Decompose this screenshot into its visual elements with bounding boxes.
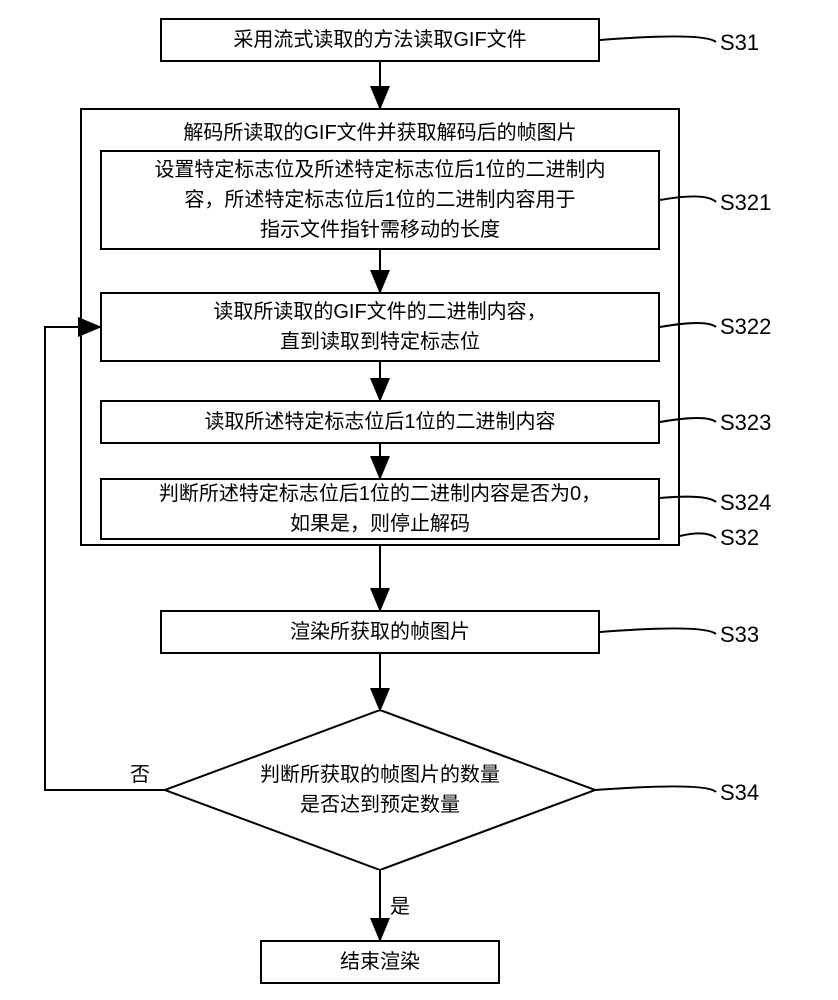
step-label-s34: S34	[720, 780, 759, 806]
label-text: S324	[720, 490, 771, 515]
step-label-s33: S33	[720, 622, 759, 648]
text-line: 读取所读取的GIF文件的二进制内容，	[213, 297, 546, 327]
text-line: 判断所获取的帧图片的数量	[260, 760, 500, 790]
step-label-s322: S322	[720, 314, 771, 340]
flow-node-s33: 渲染所获取的帧图片	[160, 610, 600, 654]
step-label-s324: S324	[720, 490, 771, 516]
flow-node-s324: 判断所述特定标志位后1位的二进制内容是否为0， 如果是，则停止解码	[100, 478, 660, 540]
container-title-text: 解码所读取的GIF文件并获取解码后的帧图片	[183, 122, 576, 144]
text-line: 判断所述特定标志位后1位的二进制内容是否为0，	[159, 479, 601, 509]
flow-node-s323: 读取所述特定标志位后1位的二进制内容	[100, 400, 660, 444]
step-label-s31: S31	[720, 30, 759, 56]
node-text: 读取所读取的GIF文件的二进制内容， 直到读取到特定标志位	[213, 297, 546, 357]
label-text: S32	[720, 525, 759, 550]
step-label-s321: S321	[720, 190, 771, 216]
node-text: 采用流式读取的方法读取GIF文件	[233, 25, 526, 55]
step-label-s323: S323	[720, 410, 771, 436]
label-text: S34	[720, 780, 759, 805]
text-line: 是否达到预定数量	[300, 790, 460, 820]
text-line: 直到读取到特定标志位	[213, 327, 546, 357]
node-text: 判断所述特定标志位后1位的二进制内容是否为0， 如果是，则停止解码	[159, 479, 601, 539]
label-text: 是	[390, 896, 410, 918]
node-text: 结束渲染	[340, 947, 420, 977]
flow-node-end: 结束渲染	[260, 940, 500, 984]
text-line: 设置特定标志位及所述特定标志位后1位的二进制内	[154, 155, 605, 185]
label-text: S321	[720, 190, 771, 215]
node-text: 渲染所获取的帧图片	[290, 617, 470, 647]
node-text: 读取所述特定标志位后1位的二进制内容	[204, 407, 555, 437]
flow-node-s322: 读取所读取的GIF文件的二进制内容， 直到读取到特定标志位	[100, 292, 660, 362]
step-label-s32: S32	[720, 525, 759, 551]
flow-decision-s34: 判断所获取的帧图片的数量 是否达到预定数量	[165, 710, 595, 870]
label-text: 否	[130, 764, 150, 786]
flow-node-s321: 设置特定标志位及所述特定标志位后1位的二进制内 容，所述特定标志位后1位的二进制…	[100, 150, 660, 250]
text-line: 指示文件指针需移动的长度	[154, 215, 605, 245]
label-text: S31	[720, 30, 759, 55]
edge-label-yes: 是	[390, 890, 410, 919]
text-line: 如果是，则停止解码	[159, 509, 601, 539]
label-text: S322	[720, 314, 771, 339]
node-text: 设置特定标志位及所述特定标志位后1位的二进制内 容，所述特定标志位后1位的二进制…	[154, 155, 605, 245]
edge-label-no: 否	[130, 758, 150, 787]
node-text: 判断所获取的帧图片的数量 是否达到预定数量	[165, 710, 595, 870]
label-text: S323	[720, 410, 771, 435]
container-title: 解码所读取的GIF文件并获取解码后的帧图片	[82, 110, 678, 148]
text-line: 容，所述特定标志位后1位的二进制内容用于	[154, 185, 605, 215]
flow-node-s31: 采用流式读取的方法读取GIF文件	[160, 18, 600, 62]
label-text: S33	[720, 622, 759, 647]
